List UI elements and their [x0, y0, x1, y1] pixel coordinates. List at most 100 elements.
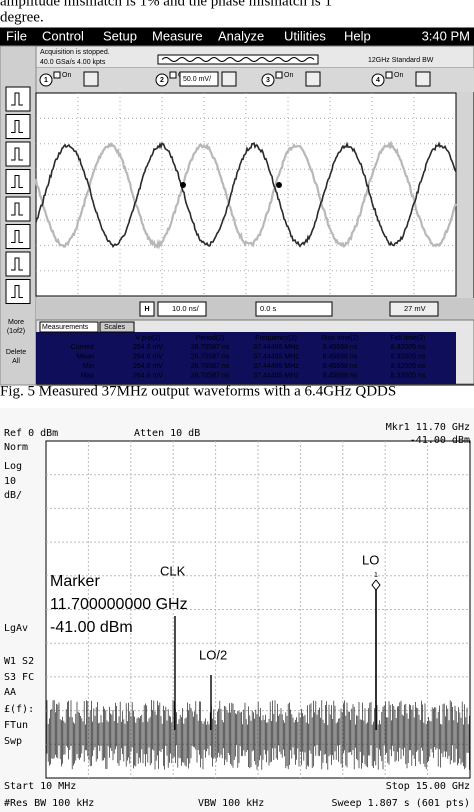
channel-badge[interactable] [39, 73, 53, 87]
trigger-button[interactable] [5, 279, 31, 304]
channel-number: 2 [160, 77, 164, 84]
measurement-value: 26.70587 ns [191, 372, 230, 379]
channel-check[interactable] [275, 71, 283, 79]
delete-button[interactable]: Delete [6, 349, 26, 356]
measurement-value: 26.70587 ns [191, 353, 230, 360]
channel-badge[interactable] [371, 73, 385, 87]
channel-badge[interactable] [155, 73, 169, 87]
start-freq: Start 10 MHz [4, 781, 76, 792]
tab[interactable] [39, 321, 99, 333]
noise-floor [46, 700, 470, 770]
trigger-icon [11, 120, 23, 133]
clk-label: CLK [160, 563, 186, 578]
measurement-value: 26.70587 ns [191, 363, 230, 370]
menu-item[interactable]: Utilities [284, 28, 326, 43]
channel-number: 4 [376, 77, 380, 84]
vbw: VBW 100 kHz [198, 798, 264, 809]
measurement-value: 8.45658 ns [323, 372, 358, 379]
channel-state: On [284, 72, 293, 79]
attenuation: Atten 10 dB [134, 428, 200, 439]
measurement-row-label: Current [71, 344, 94, 351]
delay-box[interactable] [255, 301, 333, 317]
menu-item[interactable]: Analyze [218, 28, 264, 43]
sample-rate: 40.0 GSa/s 4.00 kpts [40, 59, 106, 66]
channel-number: 3 [266, 77, 270, 84]
stop-freq: Stop 15.00 GHz [386, 781, 470, 792]
tab-label[interactable]: Scales [104, 324, 126, 331]
tab-label[interactable]: Measurements [42, 324, 89, 331]
delete-button[interactable]: All [12, 358, 20, 365]
more-button[interactable]: (1of2) [7, 328, 25, 335]
channel-check[interactable] [53, 71, 61, 79]
marker-box-line: 11.700000000 GHz [50, 596, 188, 613]
trigger-button[interactable] [5, 114, 31, 139]
clock: 3:40 PM [422, 28, 470, 43]
delay: 0.0 s [260, 304, 277, 313]
side-label: Log [4, 461, 22, 472]
trigger-button[interactable] [5, 251, 31, 277]
channel-scale-box[interactable] [179, 71, 219, 87]
timebase-box[interactable] [157, 301, 207, 317]
channel-check[interactable] [385, 71, 393, 79]
trigger-icon [11, 92, 23, 106]
waveforms [34, 140, 457, 250]
measurement-column: Frequency(2) [255, 335, 297, 342]
tab[interactable] [99, 321, 135, 333]
measurement-value: 37.44495 MHz [253, 344, 299, 351]
trigger-icon [11, 230, 23, 243]
channel-bar [36, 68, 474, 92]
channel-wave-button[interactable] [305, 71, 321, 87]
side-label: AA [4, 687, 16, 698]
trigger-icon [11, 285, 23, 298]
side-label: Norm [4, 442, 28, 453]
waveform-marker [276, 182, 282, 188]
scope-plot [35, 92, 457, 297]
marker-diamond [371, 579, 381, 591]
lo-label: LO [362, 552, 379, 567]
channel-number: 1 [44, 77, 48, 84]
side-label: LgAv [4, 623, 28, 634]
trigger-button[interactable] [5, 169, 31, 194]
menu-item[interactable]: Control [42, 28, 84, 43]
side-label: FTun [4, 720, 28, 731]
measurement-value: 8.32005 ns [391, 372, 426, 379]
trigger-icon [11, 257, 23, 271]
measurement-column: Fall time(2) [390, 335, 425, 342]
menu-item[interactable]: Measure [152, 28, 203, 43]
measurement-value: 8.45658 ns [323, 344, 358, 351]
marker-number: 1 [374, 572, 378, 579]
channel-wave-button[interactable] [83, 71, 99, 87]
trigger-button[interactable] [5, 224, 31, 249]
h-icon [139, 301, 155, 317]
measurement-row-label: Max [81, 372, 95, 379]
channel-wave-button[interactable] [221, 71, 237, 87]
channel-check[interactable] [169, 71, 177, 79]
measurement-value: 8.32005 ns [391, 344, 426, 351]
trigger-level: 27 mV [404, 304, 426, 313]
menu-item[interactable]: File [6, 28, 27, 43]
measurement-value: 264.6 mV [133, 353, 163, 360]
menu-item[interactable]: Help [344, 28, 371, 43]
trigger-box[interactable] [389, 301, 439, 317]
measurement-value: 264.6 mV [133, 363, 163, 370]
analyzer-side-labels: Norm Log 10 dB/LgAv W1 S2 S3 FC AA £(f): FTun Swp [4, 442, 34, 747]
channel-wave-button[interactable] [415, 71, 431, 87]
trigger-button[interactable] [5, 141, 31, 167]
trigger-icon [11, 147, 23, 161]
marker-box-line: Marker [50, 573, 100, 590]
measurement-value: 37.44495 MHz [253, 363, 299, 370]
side-label: Swp [4, 736, 22, 747]
measurement-row-label: Mean [76, 353, 94, 360]
menu-item[interactable]: Setup [103, 28, 137, 43]
res-bw: #Res BW 100 kHz [4, 798, 94, 809]
paper-text: amplitude mismatch is 1% and the phase m… [0, 0, 332, 9]
trigger-button[interactable] [5, 86, 31, 112]
measurement-value: 264.6 mV [133, 372, 163, 379]
channel-badge[interactable] [261, 73, 275, 87]
more-button[interactable]: More [8, 319, 24, 326]
trigger-button[interactable] [5, 196, 31, 222]
measurement-column: V p-p(2) [135, 335, 160, 342]
figure-caption: Fig. 5 Measured 37MHz output waveforms w… [0, 383, 396, 399]
measurement-value: 37.44495 MHz [253, 353, 299, 360]
